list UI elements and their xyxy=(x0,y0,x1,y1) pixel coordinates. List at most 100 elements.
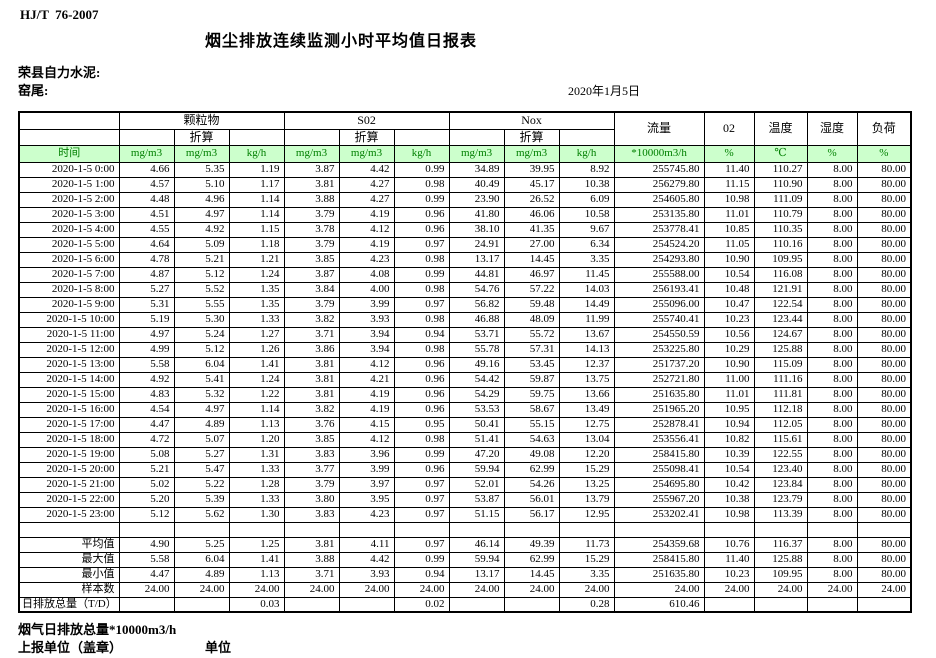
value-cell: 1.24 xyxy=(228,371,285,388)
value-cell: 255967.20 xyxy=(613,491,705,508)
value-cell xyxy=(338,521,395,538)
row-label: 样本数 xyxy=(18,581,120,598)
value-cell: 5.39 xyxy=(173,491,230,508)
value-cell xyxy=(703,596,755,613)
value-cell: 9.67 xyxy=(558,221,615,238)
value-cell: 4.72 xyxy=(118,431,175,448)
value-cell: 5.08 xyxy=(118,446,175,463)
value-cell: 3.81 xyxy=(283,356,340,373)
value-cell: 4.96 xyxy=(173,191,230,208)
value-cell: 15.29 xyxy=(558,551,615,568)
value-cell: 251737.20 xyxy=(613,356,705,373)
value-cell: 3.95 xyxy=(338,491,395,508)
value-cell: 1.19 xyxy=(228,161,285,178)
value-cell: 1.25 xyxy=(228,536,285,553)
value-cell: 80.00 xyxy=(856,461,912,478)
value-cell: 8.00 xyxy=(806,236,858,253)
group-header-nox: Nox xyxy=(448,111,615,130)
value-cell: 123.40 xyxy=(753,461,808,478)
value-cell: 1.18 xyxy=(228,236,285,253)
header-load: 负荷 xyxy=(856,111,912,146)
value-cell: 4.12 xyxy=(338,221,395,238)
value-cell: 125.88 xyxy=(753,551,808,568)
value-cell: 4.64 xyxy=(118,236,175,253)
row-label xyxy=(18,521,120,538)
value-cell: 54.42 xyxy=(448,371,505,388)
table-row: 2020-1-5 13:00 5.58 6.04 1.41 3.81 4.12 0.96 49… xyxy=(18,356,912,373)
value-cell: 45.17 xyxy=(503,176,560,193)
value-cell: 54.63 xyxy=(503,431,560,448)
value-cell: 47.20 xyxy=(448,446,505,463)
value-cell: 8.00 xyxy=(806,251,858,268)
value-cell: 80.00 xyxy=(856,386,912,403)
value-cell: 5.24 xyxy=(173,326,230,343)
table-row: 最小值 4.47 4.89 1.13 3.71 3.93 0.94 13.17 14.45 3.3… xyxy=(18,566,912,583)
value-cell: 10.47 xyxy=(703,296,755,313)
value-cell: 258415.80 xyxy=(613,446,705,463)
value-cell: 1.31 xyxy=(228,446,285,463)
value-cell: 4.12 xyxy=(338,356,395,373)
value-cell: 121.91 xyxy=(753,281,808,298)
value-cell: 255588.00 xyxy=(613,266,705,283)
value-cell: 0.97 xyxy=(393,536,450,553)
value-cell: 46.88 xyxy=(448,311,505,328)
unit-cell: mg/m3 xyxy=(338,144,395,163)
value-cell: 53.87 xyxy=(448,491,505,508)
value-cell: 10.85 xyxy=(703,221,755,238)
value-cell: 110.16 xyxy=(753,236,808,253)
table-row: 2020-1-5 20:00 5.21 5.47 1.33 3.77 3.99 0.96 59… xyxy=(18,461,912,478)
value-cell: 4.27 xyxy=(338,191,395,208)
value-cell: 5.02 xyxy=(118,476,175,493)
value-cell: 0.95 xyxy=(393,416,450,433)
table-row: 2020-1-5 10:00 5.19 5.30 1.33 3.82 3.93 0.98 46… xyxy=(18,311,912,328)
page-title: 烟尘排放连续监测小时平均值日报表 xyxy=(205,33,478,50)
value-cell: 13.25 xyxy=(558,476,615,493)
value-cell: 3.85 xyxy=(283,431,340,448)
value-cell: 8.00 xyxy=(806,266,858,283)
value-cell: 8.00 xyxy=(806,191,858,208)
value-cell: 24.91 xyxy=(448,236,505,253)
value-cell: 4.12 xyxy=(338,431,395,448)
value-cell: 8.00 xyxy=(806,386,858,403)
table-row: 2020-1-5 15:00 4.83 5.32 1.22 3.81 4.19 0.96 54… xyxy=(18,386,912,403)
table-row: 2020-1-5 6:00 4.78 5.21 1.21 3.85 4.23 0.98 13.… xyxy=(18,251,912,268)
value-cell: 55.78 xyxy=(448,341,505,358)
header-flow: 流量 xyxy=(613,111,705,146)
value-cell: 55.15 xyxy=(503,416,560,433)
value-cell xyxy=(173,521,230,538)
value-cell: 0.99 xyxy=(393,161,450,178)
value-cell: 80.00 xyxy=(856,446,912,463)
unit-cell: mg/m3 xyxy=(503,144,560,163)
value-cell xyxy=(613,521,705,538)
value-cell xyxy=(228,521,285,538)
value-cell: 10.23 xyxy=(703,566,755,583)
value-cell: 8.00 xyxy=(806,281,858,298)
value-cell: 3.94 xyxy=(338,326,395,343)
value-cell: 8.00 xyxy=(806,161,858,178)
value-cell: 1.20 xyxy=(228,431,285,448)
row-label: 2020-1-5 15:00 xyxy=(18,386,120,403)
value-cell: 3.76 xyxy=(283,416,340,433)
value-cell: 4.90 xyxy=(118,536,175,553)
value-cell: 57.31 xyxy=(503,341,560,358)
value-cell: 0.96 xyxy=(393,206,450,223)
value-cell: 1.27 xyxy=(228,326,285,343)
subheader-converted-pm: 折算 xyxy=(173,128,230,146)
table-row: 2020-1-5 17:00 4.47 4.89 1.13 3.76 4.15 0.95 50… xyxy=(18,416,912,433)
value-cell: 4.97 xyxy=(118,326,175,343)
blank-header-cell xyxy=(18,111,120,130)
value-cell: 62.99 xyxy=(503,551,560,568)
value-cell: 51.15 xyxy=(448,506,505,523)
value-cell xyxy=(283,521,340,538)
row-label: 2020-1-5 5:00 xyxy=(18,236,120,253)
value-cell: 1.33 xyxy=(228,491,285,508)
value-cell: 111.81 xyxy=(753,386,808,403)
value-cell: 8.00 xyxy=(806,401,858,418)
value-cell: 5.12 xyxy=(173,266,230,283)
value-cell: 251635.80 xyxy=(613,386,705,403)
value-cell: 255745.80 xyxy=(613,161,705,178)
value-cell: 8.00 xyxy=(806,461,858,478)
blank-header-cell xyxy=(448,128,505,146)
value-cell: 24.00 xyxy=(856,581,912,598)
value-cell: 5.55 xyxy=(173,296,230,313)
